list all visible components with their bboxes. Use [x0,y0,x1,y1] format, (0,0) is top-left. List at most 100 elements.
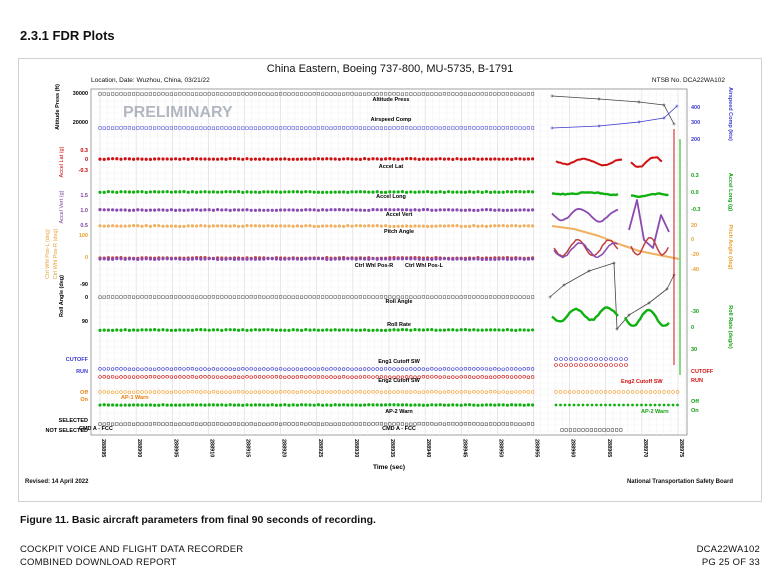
ap1-warn-marker [136,390,140,394]
airspeed-marker [228,126,232,130]
altitude-press-marker [493,92,497,96]
accel-vert-marker [510,208,514,212]
airspeed-marker [371,126,375,130]
eng1-cutoff-marker [270,367,274,371]
ctrl-whl-l-marker [531,257,535,261]
airspeed-marker [220,126,224,130]
accel-long-marker [396,190,400,194]
roll-rate-marker [396,328,400,332]
airspeed-marker [421,126,425,130]
ap1-warn-marker [295,390,300,394]
eng2-cutoff-marker [604,363,608,367]
altitude-press-marker [224,92,228,96]
accel-vert-marker [295,208,299,212]
roll-angle-marker [224,295,228,299]
eng1-cutoff-marker [165,367,169,371]
ap2-warn-marker [363,403,367,407]
eng2-cutoff-marker [488,375,493,379]
accel-vert-marker [379,208,383,212]
pitch-angle-marker [287,224,291,228]
eng2-cutoff-marker [430,375,434,379]
footer-left-line2: COMBINED DOWNLOAD REPORT [20,557,177,568]
ctrl-whl-l-marker [178,257,182,261]
altitude-press-marker [291,92,295,96]
eng2-cutoff-marker [619,363,623,367]
eng2-cutoff-marker [295,375,300,379]
ap1-warn-marker [488,390,493,394]
roll-angle-marker [459,295,463,299]
cmd-a-fcc-marker [132,422,136,426]
cmd-a-fcc-marker [602,428,606,432]
ap2-warn-marker [438,403,442,407]
series-label: Ctrl Whl Pos-R [355,263,394,269]
eng1-cutoff-marker [262,367,266,371]
ctrl-whl-l-marker [468,257,472,261]
ap1-warn-marker [157,390,161,394]
pitch-angle-marker [291,224,295,228]
pitch-angle-marker [195,224,199,228]
altitude-press-marker [459,92,463,96]
ap2-warn-marker [199,403,203,407]
airspeed-marker [249,126,253,130]
cmd-a-fcc-marker [468,422,472,426]
series-label: Accel Lat [379,164,404,170]
roll-rate-marker [279,328,283,332]
accel-long-marker [144,190,148,194]
ap2-warn-marker [270,403,274,407]
accel-lat-marker [434,157,438,161]
accel-lat-marker [115,157,119,161]
roll-rate-marker [123,328,127,332]
x-axis-label: Time (sec) [373,464,405,471]
accel-long-marker [442,190,446,194]
eng1-cutoff-marker [346,367,350,371]
ap2-warn-marker [514,403,518,407]
roll-angle-marker [237,295,241,299]
x-tick-label: 288955 [534,439,540,457]
altitude-press-tail [597,97,601,101]
ctrl-whl-l-marker [426,257,430,261]
altitude-press-marker [363,92,367,96]
eng1-cutoff-marker [211,367,216,371]
roll-angle-marker [157,295,161,299]
cmd-a-fcc-marker [518,422,522,426]
airspeed-marker [140,126,144,130]
eng1-cutoff-marker [115,367,119,371]
x-tick-label: 288905 [172,439,178,457]
ap1-warn-marker [630,390,635,394]
roll-rate-marker [426,328,430,332]
roll-angle-marker [510,295,514,299]
ctrl-whl-l-marker [442,257,446,261]
roll-angle-marker [195,295,199,299]
ap1-warn-marker [563,390,567,394]
eng1-cutoff-marker [152,367,157,371]
roll-angle-marker [350,295,354,299]
eng2-cutoff-marker [472,375,476,379]
accel-long-marker [308,190,312,194]
accel-lat-marker [174,157,178,161]
ctrl-whl-l-marker [363,257,367,261]
ap1-warn-marker [383,390,388,394]
pitch-angle-marker [316,224,320,228]
ap1-warn-marker [554,390,558,394]
accel-vert-marker [518,208,522,212]
accel-long-marker [199,190,203,194]
accel-long-marker [409,190,413,194]
pitch-angle-marker [501,224,505,228]
roll-rate-tail [623,308,670,327]
accel-lat-tail [555,157,623,167]
ap1-warn-marker [106,390,111,394]
accel-vert-marker [153,208,157,212]
ap2-warn-marker [417,403,421,407]
roll-rate-marker [127,328,131,332]
cmd-a-fcc-marker [581,428,585,432]
roll-angle-marker [253,295,257,299]
accel-long-marker [216,190,220,194]
series-label: CMD A - FCC [382,426,416,432]
altitude-press-marker [371,92,375,96]
roll-rate-marker [463,328,467,332]
ap2-warn-marker [346,403,350,407]
ctrl-whl-l-marker [447,257,451,261]
accel-vert-marker [211,208,215,212]
eng2-cutoff-marker [144,375,148,379]
altitude-press-marker [115,92,119,96]
